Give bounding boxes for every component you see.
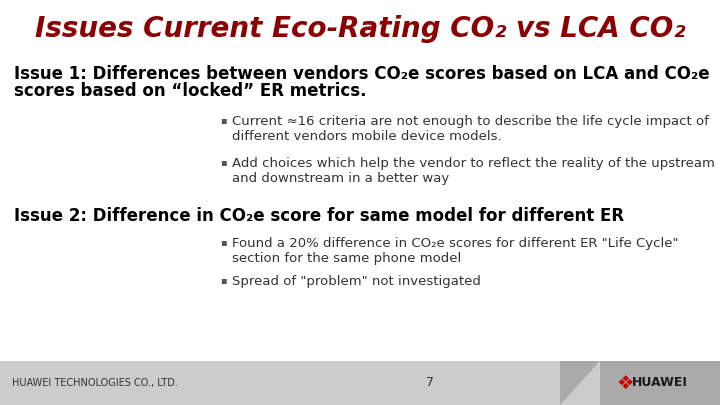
Text: scores based on “locked” ER metrics.: scores based on “locked” ER metrics. (14, 82, 366, 100)
Text: Issue 1: Differences between vendors CO₂e scores based on LCA and CO₂e: Issue 1: Differences between vendors CO₂… (14, 65, 710, 83)
Text: Add choices which help the vendor to reflect the reality of the upstream: Add choices which help the vendor to ref… (232, 157, 715, 170)
Text: HUAWEI: HUAWEI (632, 377, 688, 390)
Text: Found a 20% difference in CO₂e scores for different ER "Life Cycle": Found a 20% difference in CO₂e scores fo… (232, 237, 678, 250)
Text: Current ≈16 criteria are not enough to describe the life cycle impact of: Current ≈16 criteria are not enough to d… (232, 115, 709, 128)
Text: 7: 7 (426, 377, 434, 390)
Text: and downstream in a better way: and downstream in a better way (232, 172, 449, 185)
Bar (0, 361, 580, 405)
Text: Issue 2: Difference in CO₂e score for same model for different ER: Issue 2: Difference in CO₂e score for sa… (14, 207, 624, 225)
Polygon shape (560, 361, 600, 405)
Text: HUAWEI TECHNOLOGIES CO., LTD.: HUAWEI TECHNOLOGIES CO., LTD. (12, 378, 178, 388)
Text: different vendors mobile device models.: different vendors mobile device models. (232, 130, 502, 143)
Text: ▪: ▪ (220, 237, 227, 247)
Text: Issues Current Eco-Rating CO₂ vs LCA CO₂: Issues Current Eco-Rating CO₂ vs LCA CO₂ (35, 15, 685, 43)
Text: ▪: ▪ (220, 157, 227, 167)
Text: ❖: ❖ (616, 373, 634, 392)
Text: ▪: ▪ (220, 275, 227, 285)
Text: ▪: ▪ (220, 115, 227, 125)
Text: section for the same phone model: section for the same phone model (232, 252, 462, 265)
Text: Spread of "problem" not investigated: Spread of "problem" not investigated (232, 275, 481, 288)
Bar (560, 361, 720, 405)
